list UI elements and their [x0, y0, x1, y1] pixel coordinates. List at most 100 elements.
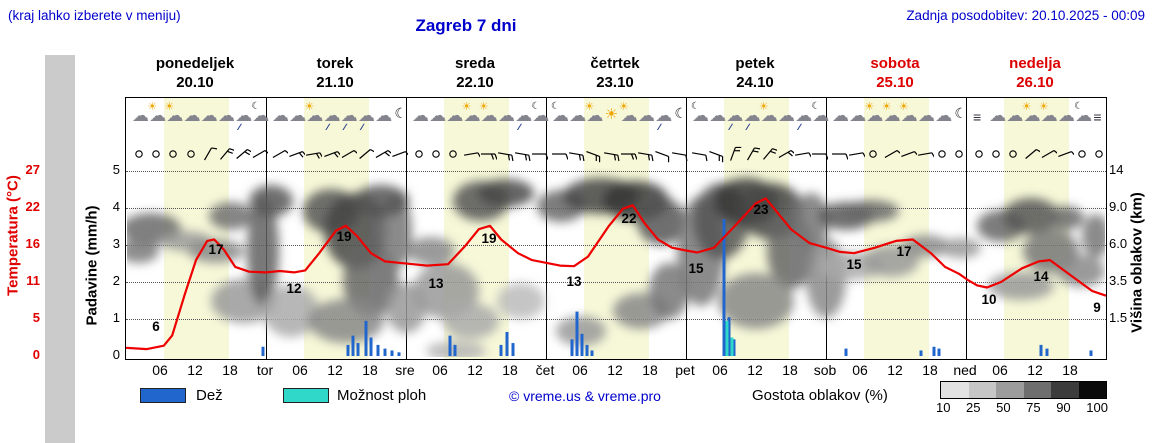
page-title: Zagreb 7 dni: [415, 16, 517, 35]
time-tick: 18: [782, 362, 798, 378]
weather-icon: ☾ ☁: [251, 101, 270, 138]
cloud-scale-step: [941, 382, 969, 398]
cloud-icon: ☁: [532, 106, 550, 125]
weather-icon: ☾ ☁: [691, 101, 710, 138]
wind-barb-icon: [1058, 151, 1074, 157]
copyright-link[interactable]: © vreme.us & vreme.pro: [509, 388, 661, 404]
day-date: 25.10: [876, 74, 914, 91]
weather-icon: ☁: [218, 102, 236, 138]
wind-calm-icon: [869, 150, 878, 158]
moon-icon: ☾: [394, 105, 407, 121]
wind-calm-icon: [135, 150, 143, 158]
cloud-icon: ☁: [132, 106, 149, 125]
precip-axis-tick: 5: [112, 162, 120, 177]
wind-calm-icon: [415, 150, 423, 158]
day-header: četrtek 23.10: [545, 54, 685, 92]
sun-icon: ☀: [618, 101, 629, 113]
cloud-scale-step: [968, 382, 996, 398]
cloud-height-axis-tick: 9.0: [1109, 199, 1128, 214]
wind-calm-icon: [1009, 150, 1018, 158]
day-abbrev-tick: čet: [535, 362, 555, 378]
weather-icon: ☁: [272, 102, 290, 138]
weather-icon: ☀ ☁: [147, 101, 167, 138]
cloud-scale-step: [1051, 382, 1079, 398]
wind-barb-icon: [812, 153, 829, 160]
weather-icon: ☾ ☁: [811, 101, 830, 138]
day-name: četrtek: [590, 55, 640, 72]
day-name: nedelja: [1009, 55, 1061, 72]
time-tick: 12: [187, 362, 203, 378]
cloud-icon: ☁: [709, 106, 727, 125]
svg-text:12: 12: [286, 281, 301, 296]
cloud-scale-ticks: 10 25 50 75 90 100: [936, 400, 1108, 415]
shower-legend-swatch: [283, 388, 329, 403]
cloud-icon: ☁: [323, 106, 341, 125]
cloud-height-axis-tick: 14: [1109, 162, 1124, 177]
weather-icon: ☁: [412, 102, 430, 138]
precip-axis-label: Padavine (mm/h): [83, 205, 101, 326]
cloud-icon: ☁: [655, 106, 673, 125]
day-header: torek 21.10: [265, 54, 405, 92]
weather-icon: ☀ ☁: [304, 101, 324, 138]
cloud-scale-tick: 75: [1026, 400, 1041, 415]
fog-icon: ≡: [1093, 109, 1102, 125]
weather-icon: ☀ ☁: [1039, 101, 1059, 138]
svg-text:15: 15: [688, 261, 704, 276]
cloud-icon: ☁: [778, 106, 795, 125]
weather-icon: ☁: [132, 102, 150, 138]
cloud-icon: ☁: [638, 106, 655, 125]
wind-calm-icon: [1078, 150, 1086, 158]
cloud-icon: ☁: [1040, 106, 1058, 125]
cloud-scale-bar: [940, 381, 1107, 399]
sun-icon: ☀: [864, 101, 875, 113]
moon-icon: ☾: [674, 105, 687, 121]
cloud-icon: ☁: [989, 106, 1007, 125]
time-tick: 06: [992, 362, 1008, 378]
cloud-icon: ☁: [1058, 106, 1075, 125]
time-tick: 12: [327, 362, 343, 378]
cloud-icon: ☁: [832, 106, 849, 125]
wind-barb-icon: [480, 153, 497, 160]
weather-icon: ☀ ☁: [1022, 101, 1042, 138]
svg-text:6: 6: [152, 319, 160, 334]
rain-legend-swatch: [140, 388, 186, 403]
wind-barb-icon: [603, 152, 620, 162]
time-tick: 18: [922, 362, 938, 378]
wind-barb-icon: [359, 148, 374, 159]
wind-barb-icon: [746, 147, 760, 161]
cloud-icon: ☁: [272, 106, 289, 125]
weather-icon: ☁: [569, 102, 587, 138]
wind-barb-icon: [692, 152, 708, 162]
wind-barb-icon: [323, 151, 340, 158]
weather-icon: ☁: [184, 102, 202, 138]
sun-icon: ☀: [461, 101, 472, 113]
wind-calm-icon: [169, 150, 178, 158]
wind-barb-icon: [532, 153, 549, 160]
day-date: 24.10: [736, 74, 774, 91]
weather-icon: ☁: [429, 102, 447, 138]
wind-barb-icon: [498, 152, 514, 162]
cloud-icon: ☁: [935, 106, 953, 125]
cloud-density-label: Gostota oblakov (%): [752, 387, 888, 404]
wind-barb-icon: [730, 146, 742, 161]
wind-barb-icon: [289, 151, 306, 158]
grid-line: [126, 282, 1106, 283]
cloud-icon: ☁: [149, 106, 167, 125]
cloud-icon: ☁: [306, 106, 324, 125]
wind-barb-icon: [918, 152, 934, 159]
cloud-icon: ☁: [726, 106, 744, 125]
sun-icon: ☀: [898, 101, 909, 113]
weather-icon: ☁: [201, 102, 219, 138]
weather-icon: ☁∕∕: [726, 102, 744, 138]
moon-icon: ☾: [531, 101, 541, 112]
time-tick: 12: [467, 362, 483, 378]
weather-icon: ☀ ☁: [864, 101, 884, 138]
weather-icon: ☁∕∕: [358, 102, 376, 138]
temp-axis-tick: 22: [25, 199, 40, 214]
weather-icon: ☁: [778, 102, 796, 138]
day-header: sreda 22.10: [405, 54, 545, 92]
wind-barb-icon: [552, 153, 568, 160]
day-headers: ponedeljek 20.10 torek 21.10 sreda 22.10 četrt…: [125, 54, 1105, 92]
time-tick: 06: [852, 362, 868, 378]
day-date: 21.10: [316, 74, 354, 91]
